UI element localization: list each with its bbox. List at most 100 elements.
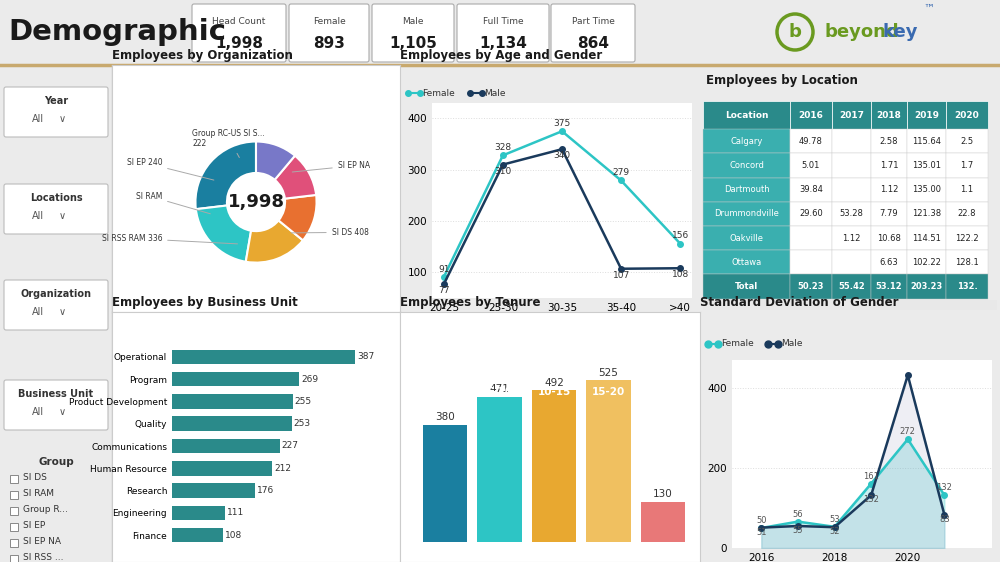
Text: 128.1: 128.1: [955, 258, 979, 267]
Text: Female: Female: [721, 339, 754, 348]
Bar: [871, 274, 907, 298]
Text: 50: 50: [756, 516, 767, 525]
Text: 212: 212: [274, 464, 291, 473]
Bar: [946, 153, 988, 178]
Text: Organization: Organization: [20, 289, 92, 299]
Bar: [703, 250, 790, 274]
Wedge shape: [256, 142, 295, 180]
Bar: [907, 153, 946, 178]
Text: 2018: 2018: [877, 111, 901, 120]
Text: All: All: [32, 307, 44, 317]
Text: 1,134: 1,134: [479, 35, 527, 51]
Bar: [946, 178, 988, 202]
Text: Ottawa: Ottawa: [731, 258, 762, 267]
Text: All: All: [32, 211, 44, 221]
Bar: [790, 202, 832, 226]
Text: 10-15: 10-15: [537, 387, 571, 397]
Bar: [10, 475, 18, 483]
Text: 525: 525: [599, 368, 618, 378]
Bar: [871, 178, 907, 202]
Text: 375: 375: [553, 119, 571, 128]
Wedge shape: [279, 195, 317, 241]
Text: Full Time: Full Time: [483, 17, 523, 26]
Text: Group RC-US SI S...
222: Group RC-US SI S... 222: [192, 129, 265, 157]
Bar: [832, 202, 871, 226]
Wedge shape: [196, 206, 251, 262]
Text: SI DS 408: SI DS 408: [291, 228, 369, 237]
FancyBboxPatch shape: [4, 380, 108, 430]
Text: key: key: [882, 23, 918, 41]
Bar: [10, 491, 18, 499]
Text: 1-5: 1-5: [436, 387, 454, 397]
Text: ∨: ∨: [58, 407, 66, 417]
Text: Demographic: Demographic: [8, 18, 226, 46]
FancyBboxPatch shape: [551, 4, 635, 62]
Bar: [907, 202, 946, 226]
Bar: [907, 178, 946, 202]
Text: 7.79: 7.79: [880, 210, 898, 219]
Text: Group: Group: [38, 457, 74, 467]
Text: 55.42: 55.42: [838, 282, 865, 291]
Text: SI RSS RAM 336: SI RSS RAM 336: [102, 234, 237, 244]
Text: b: b: [789, 23, 801, 41]
Text: 10.68: 10.68: [877, 234, 901, 243]
Text: ∨: ∨: [58, 211, 66, 221]
Text: 893: 893: [313, 35, 345, 51]
Bar: [10, 523, 18, 531]
Text: Calgary: Calgary: [730, 137, 763, 146]
Bar: [703, 274, 790, 298]
Bar: [641, 502, 685, 542]
Bar: [946, 250, 988, 274]
Wedge shape: [195, 142, 256, 209]
Bar: [790, 226, 832, 250]
Bar: [790, 250, 832, 274]
Text: 1.7: 1.7: [960, 161, 974, 170]
Text: 108: 108: [672, 270, 689, 279]
FancyBboxPatch shape: [289, 4, 369, 62]
Text: 53.12: 53.12: [876, 282, 902, 291]
FancyBboxPatch shape: [4, 184, 108, 234]
Text: 203.23: 203.23: [910, 282, 943, 291]
Text: 132: 132: [863, 495, 879, 505]
Text: 102.22: 102.22: [912, 258, 941, 267]
Text: 53.28: 53.28: [840, 210, 863, 219]
Text: Employees by Age and Gender: Employees by Age and Gender: [400, 49, 602, 62]
Bar: [832, 101, 871, 129]
Text: All: All: [32, 114, 44, 124]
Bar: [172, 461, 272, 475]
Text: 1.12: 1.12: [842, 234, 861, 243]
Text: 55: 55: [793, 526, 803, 535]
Bar: [907, 129, 946, 153]
Text: 272: 272: [900, 427, 916, 437]
Bar: [832, 153, 871, 178]
Text: Location: Location: [725, 111, 768, 120]
Bar: [790, 129, 832, 153]
Text: ™: ™: [923, 4, 934, 14]
Text: 6.63: 6.63: [880, 258, 898, 267]
Bar: [172, 416, 292, 431]
Text: 77: 77: [438, 287, 450, 296]
FancyBboxPatch shape: [372, 4, 454, 62]
Text: 279: 279: [613, 169, 630, 178]
Text: SI EP NA: SI EP NA: [23, 537, 61, 546]
Text: 122.2: 122.2: [955, 234, 979, 243]
Text: Standard Deviation of Gender: Standard Deviation of Gender: [700, 296, 898, 310]
Text: 156: 156: [672, 232, 689, 241]
Text: 380: 380: [435, 413, 455, 423]
Text: Female: Female: [313, 17, 345, 26]
Text: SI EP: SI EP: [23, 522, 45, 531]
Text: beyond: beyond: [825, 23, 900, 41]
Bar: [172, 528, 223, 542]
Text: 132: 132: [936, 483, 952, 492]
Text: 2017: 2017: [839, 111, 864, 120]
Bar: [832, 274, 871, 298]
Text: Employees by Organization: Employees by Organization: [112, 49, 293, 62]
Text: 56: 56: [793, 510, 803, 519]
Text: 53: 53: [829, 515, 840, 524]
Text: 5.01: 5.01: [802, 161, 820, 170]
Text: Male: Male: [781, 339, 802, 348]
Text: Employees by Location: Employees by Location: [706, 74, 858, 87]
Text: Locations: Locations: [30, 193, 82, 203]
Text: SI EP NA: SI EP NA: [292, 161, 370, 172]
Bar: [946, 226, 988, 250]
